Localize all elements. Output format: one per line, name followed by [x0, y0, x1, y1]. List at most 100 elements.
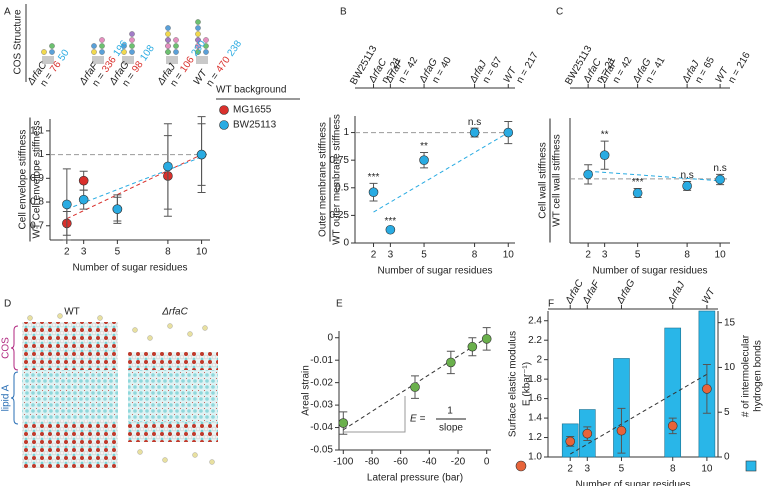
sugar-glyph — [41, 49, 47, 55]
n-value: 42 — [405, 55, 420, 71]
x-axis-label: Lateral pressure (bar) — [367, 473, 463, 484]
y-label-group: Cell wall stiffness WT cell wall stiffnes… — [538, 118, 563, 243]
sugar-glyph — [195, 43, 201, 49]
x-tick-label: 3 — [388, 250, 394, 261]
sugar-glyph — [129, 43, 135, 49]
sugar-glyph — [165, 43, 171, 49]
image-label: ΔrfaC — [161, 307, 188, 318]
ion — [147, 335, 153, 341]
legend-title: WT background — [216, 85, 286, 96]
sugar-glyph — [195, 37, 201, 43]
lipid-glyph — [196, 56, 208, 64]
x-axis-label: Number of sugar residues — [575, 480, 690, 486]
y2-label-group: # of intermolecular hydrogen bonds — [741, 334, 764, 417]
sugar-glyph — [99, 49, 105, 55]
n-value: 65 — [702, 55, 717, 71]
sugar-glyph — [195, 49, 201, 55]
ion — [202, 325, 208, 331]
x-axis-label: Number of sugar residues — [377, 266, 492, 277]
strain-label-group: WTn =216 — [713, 50, 752, 85]
y-axis-label: WT outer membrane stiffness — [332, 114, 343, 245]
n-value: 196 — [111, 38, 130, 58]
y-tick-label: 0 — [343, 238, 349, 249]
y-axis-label: WT cell wall stiffness — [552, 134, 563, 226]
y-tick-label: -0.03 — [310, 400, 333, 411]
sugar-glyph — [203, 49, 209, 55]
sugar-glyph — [165, 37, 171, 43]
sugar-glyph — [173, 37, 179, 43]
x-tick-label: -60 — [393, 457, 408, 468]
data-point — [616, 425, 627, 436]
layer-label: COS — [1, 337, 12, 359]
y-label-group: Surface elastic modulus E (kbar⁻¹) — [508, 331, 533, 437]
y-axis-label: Cell envelope stiffness — [18, 130, 29, 230]
panel-letter: E — [336, 299, 343, 310]
sugar-glyph — [165, 31, 171, 37]
image-label: WT — [64, 307, 80, 318]
x-axis-label: Number of sugar residues — [72, 263, 187, 274]
y-tick-label: 2.4 — [528, 315, 542, 326]
sugar-glyph — [173, 43, 179, 49]
significance-label: n.s — [468, 117, 481, 128]
legend-swatch — [515, 460, 527, 472]
y-tick-label: 1.8 — [528, 374, 542, 385]
data-point — [583, 169, 593, 180]
x-tick-label: 10 — [503, 250, 515, 261]
ion — [27, 315, 33, 321]
fit-line — [588, 170, 721, 182]
x-tick-label: 10 — [196, 247, 208, 258]
panel-letter: A — [4, 7, 11, 18]
n-value: 108 — [138, 43, 157, 63]
y-axis-label: Areal strain — [301, 365, 312, 416]
sugar-glyph — [99, 43, 105, 49]
strain-label-group: WTn =217 — [502, 50, 541, 85]
significance-label: n.s — [713, 163, 726, 174]
x-tick-label: -40 — [422, 457, 437, 468]
strain-label: WT — [700, 286, 718, 306]
significance-label: *** — [368, 172, 380, 183]
ion — [192, 452, 198, 458]
sugar-glyph — [195, 25, 201, 31]
x-tick-label: 8 — [472, 250, 478, 261]
data-point — [410, 382, 420, 392]
x-axis-label: Number of sugar residues — [592, 266, 707, 277]
y-label-group: Cell envelope stiffness WT Cell envelope … — [18, 117, 43, 242]
data-point — [667, 421, 678, 431]
y-tick-label: -0.02 — [310, 377, 333, 388]
n-value: 217 — [523, 50, 541, 70]
y-axis-label: Cell wall stiffness — [538, 142, 549, 219]
x-tick-label: -20 — [451, 457, 466, 468]
ion — [97, 315, 103, 321]
sugar-glyph — [121, 49, 127, 55]
y2-tick-label: 15 — [724, 317, 736, 328]
y-tick-label: 0.9 — [30, 173, 44, 184]
strain-label-group: ΔrfaJ — [666, 279, 688, 306]
y-axis-label: E (kbar⁻¹) — [522, 362, 533, 406]
legend-swatch — [219, 105, 229, 115]
data-point — [702, 384, 712, 394]
n-prefix: n = — [514, 67, 531, 85]
sugar-glyph — [99, 37, 105, 43]
y2-tick-label: 5 — [724, 407, 730, 418]
sugar-glyph — [165, 49, 171, 55]
brace-cos — [10, 325, 19, 371]
legend-label: MG1655 — [233, 105, 272, 116]
sugar-glyph — [195, 31, 201, 37]
data-point — [368, 187, 379, 197]
strain-label-group: WT — [700, 286, 718, 306]
header: COS Structure — [13, 9, 24, 74]
y-tick-label: 0.25 — [330, 210, 350, 221]
y-tick-label: 0.5 — [335, 182, 349, 193]
significance-label: ** — [420, 141, 428, 152]
ion — [187, 331, 193, 337]
n-value: 50 — [56, 47, 72, 63]
panel-letter: B — [340, 7, 347, 18]
sugar-glyph — [91, 43, 97, 49]
sugar-glyph — [49, 43, 55, 49]
fit-line — [569, 373, 708, 455]
data-point — [196, 149, 207, 160]
